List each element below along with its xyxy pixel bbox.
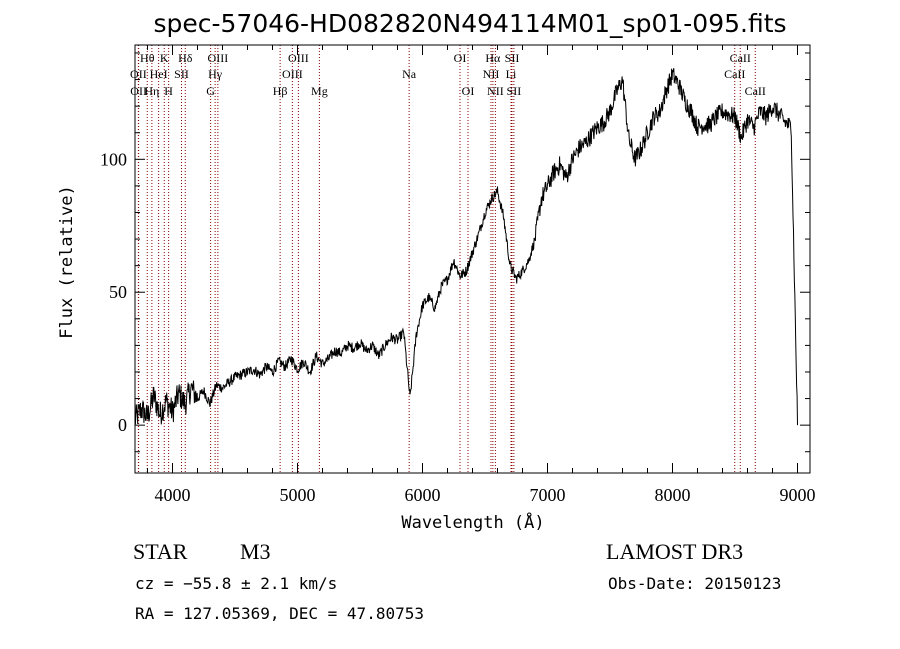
y-tick-label: 50 (109, 282, 127, 302)
spectral-line-label: Na (402, 67, 417, 81)
spectral-line-label: Mg (311, 84, 328, 98)
spectral-line-labels: HθOIIOIIHηHeIKHSIIHδGHγOIIIHβOIIIOIIIMgN… (130, 51, 766, 98)
survey-name: LAMOST DR3 (606, 539, 743, 564)
x-tick-label: 9000 (780, 485, 816, 505)
chart-title: spec-57046-HD082820N494114M01_sp01-095.f… (153, 9, 786, 38)
spectral-line-label: Hβ (273, 84, 288, 98)
spectrum-series (134, 68, 798, 426)
spectral-line-label: Li (506, 67, 517, 81)
y-axis-label: Flux (relative) (57, 185, 77, 339)
spectral-line-label: Hη (144, 84, 159, 98)
x-axis-ticks: 4000 5000 6000 7000 8000 9000 (147, 45, 816, 505)
spectral-line-label: Hδ (178, 51, 193, 65)
object-subclass: M3 (240, 539, 271, 564)
spectral-line-label: H (164, 84, 173, 98)
spectral-line-label: Hθ (140, 51, 155, 65)
spectral-line-markers (137, 45, 756, 473)
spectral-line-label: G (206, 84, 215, 98)
spectral-line-label: Hγ (208, 67, 223, 81)
x-tick-label: 5000 (280, 485, 316, 505)
y-tick-label: 100 (100, 149, 127, 169)
redshift-info: cz = −55.8 ± 2.1 km/s (135, 574, 337, 593)
observation-date: Obs-Date: 20150123 (608, 574, 781, 593)
spectral-line-label: K (160, 51, 169, 65)
spectral-line-label: OII (130, 67, 147, 81)
y-tick-label: 0 (118, 415, 127, 435)
x-tick-label: 6000 (405, 485, 441, 505)
y-axis-ticks: 0 50 100 (100, 52, 810, 453)
x-tick-label: 4000 (155, 485, 191, 505)
spectral-line-label: OI (462, 84, 475, 98)
spectral-line-label: SII (507, 84, 522, 98)
x-tick-label: 8000 (655, 485, 691, 505)
spectral-line-label: SII (174, 67, 189, 81)
x-axis-label: Wavelength (Å) (401, 511, 544, 533)
coordinates-info: RA = 127.05369, DEC = 47.80753 (135, 604, 424, 623)
spectral-line-label: OIII (208, 51, 229, 65)
spectral-line-label: Hα (485, 51, 501, 65)
spectral-line-label: CaII (730, 51, 751, 65)
spectral-line-label: OI (454, 51, 467, 65)
spectral-line-label: OII (130, 84, 147, 98)
spectral-line-label: NII (483, 67, 500, 81)
object-class: STAR (133, 539, 188, 564)
plot-frame (134, 44, 811, 474)
spectral-line-label: SII (505, 51, 520, 65)
spectral-line-label: OIII (282, 67, 303, 81)
spectral-line-label: CaII (745, 84, 766, 98)
spectral-line-label: NII (487, 84, 504, 98)
x-tick-label: 7000 (530, 485, 566, 505)
spectral-line-label: HeI (150, 67, 168, 81)
spectral-line-label: CaII (724, 67, 745, 81)
spectral-line-label: OIII (288, 51, 309, 65)
